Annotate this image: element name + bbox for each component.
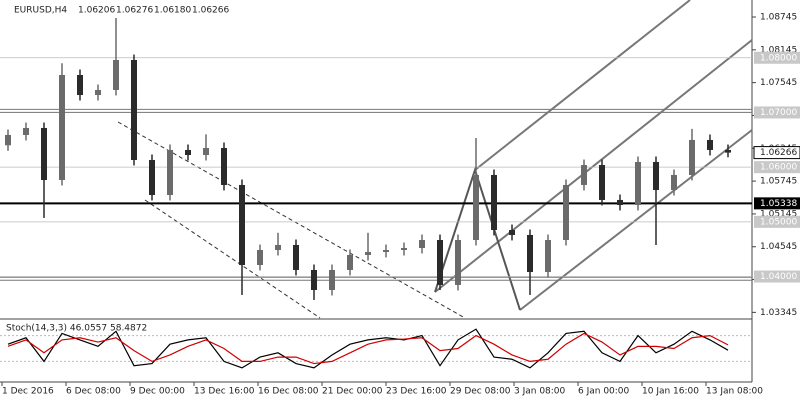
candle-body <box>5 134 11 146</box>
x-tick-label: 23 Dec 16:00 <box>386 387 447 397</box>
level-box <box>754 161 800 174</box>
candle-body <box>221 148 227 185</box>
current-label: 1.06266 <box>760 148 797 158</box>
candle-body <box>491 174 497 230</box>
x-tick-label: 16 Dec 08:00 <box>258 387 319 397</box>
candle-body <box>437 240 443 285</box>
candle-body <box>257 250 263 265</box>
candle-body <box>383 250 389 252</box>
candle-body <box>77 74 83 96</box>
candle-body <box>419 240 425 248</box>
candle-body <box>563 184 569 241</box>
channel-line <box>144 199 321 319</box>
candle-body <box>167 149 173 195</box>
candle-body <box>689 139 695 175</box>
candle-body <box>635 161 641 205</box>
symbol: EURUSD,H4 <box>14 6 67 16</box>
channel-line <box>474 0 691 171</box>
level-label: 1.05000 <box>760 217 797 227</box>
candle-body <box>599 165 605 200</box>
x-tick-label: 3 Jan 08:00 <box>514 387 566 397</box>
candle-body <box>275 244 281 251</box>
candle-body <box>725 149 731 153</box>
level-label: 1.06000 <box>760 163 797 173</box>
y-tick-label: 1.04545 <box>760 242 797 252</box>
support-box <box>754 197 800 210</box>
candle-body <box>365 251 371 255</box>
quote-low: 1.06180 <box>154 6 191 16</box>
candle-body <box>653 161 659 191</box>
candle-body <box>311 269 317 290</box>
x-tick-label: 13 Dec 16:00 <box>194 387 255 397</box>
quote-high: 1.06276 <box>116 6 153 16</box>
candle-body <box>455 240 461 285</box>
candle-body <box>509 229 515 235</box>
support-label: 1.05338 <box>760 199 797 209</box>
stoch-line <box>7 328 729 369</box>
y-tick-label: 1.05745 <box>760 177 797 187</box>
channel-line <box>117 121 466 319</box>
level-box <box>754 106 800 119</box>
candle-body <box>59 74 65 181</box>
candle-body <box>671 174 677 191</box>
candle-body <box>581 165 587 185</box>
candle-body <box>131 60 137 160</box>
x-tick-label: 13 Jan 08:00 <box>706 387 763 397</box>
quote-close: 1.06266 <box>192 6 229 16</box>
candle-body <box>185 149 191 156</box>
candle-body <box>95 89 101 96</box>
current-box <box>753 146 800 160</box>
level-box <box>754 51 800 64</box>
stoch-line <box>7 332 729 365</box>
quote-open: 1.06206 <box>78 6 115 16</box>
candle-body <box>347 254 353 270</box>
x-tick-label: 9 Dec 00:00 <box>130 387 185 397</box>
y-tick-label: 1.08145 <box>760 45 797 55</box>
candle-body <box>149 159 155 195</box>
y-tick-label: 1.03345 <box>760 308 797 318</box>
candle-body <box>545 240 551 273</box>
plot <box>0 17 752 301</box>
x-tick-label: 6 Jan 00:00 <box>578 387 630 397</box>
candle-body <box>329 269 335 290</box>
indicator-title: Stoch(14,3,3) 46.0557 58.4872 <box>6 324 147 334</box>
channel-line <box>434 39 753 293</box>
candle-body <box>239 184 245 265</box>
candle-body <box>527 234 533 273</box>
x-tick-label: 1 Dec 2016 <box>2 387 54 397</box>
candle-body <box>707 139 713 150</box>
level-box <box>754 215 800 228</box>
x-tick-label: 6 Dec 08:00 <box>66 387 121 397</box>
level-box <box>754 270 800 283</box>
level-label: 1.04000 <box>760 272 797 282</box>
y-tick-label: 1.05145 <box>760 209 797 219</box>
x-tick-label: 21 Dec 00:00 <box>322 387 383 397</box>
candle-body <box>203 148 209 156</box>
x-tick-label: 29 Dec 08:00 <box>450 387 511 397</box>
level-label: 1.07000 <box>760 108 797 118</box>
y-tick-label: 1.08745 <box>760 13 797 23</box>
candle-body <box>293 244 299 270</box>
candle-body <box>113 60 119 90</box>
y-tick-label: 1.07545 <box>760 78 797 88</box>
candle-body <box>473 174 479 241</box>
x-tick-label: 10 Jan 16:00 <box>642 387 699 397</box>
level-label: 1.08000 <box>760 53 797 63</box>
candle-body <box>401 247 407 251</box>
candle-body <box>617 199 623 205</box>
pitchfork-handle <box>434 166 521 311</box>
candle-body <box>23 127 29 135</box>
candle-body <box>41 127 47 181</box>
